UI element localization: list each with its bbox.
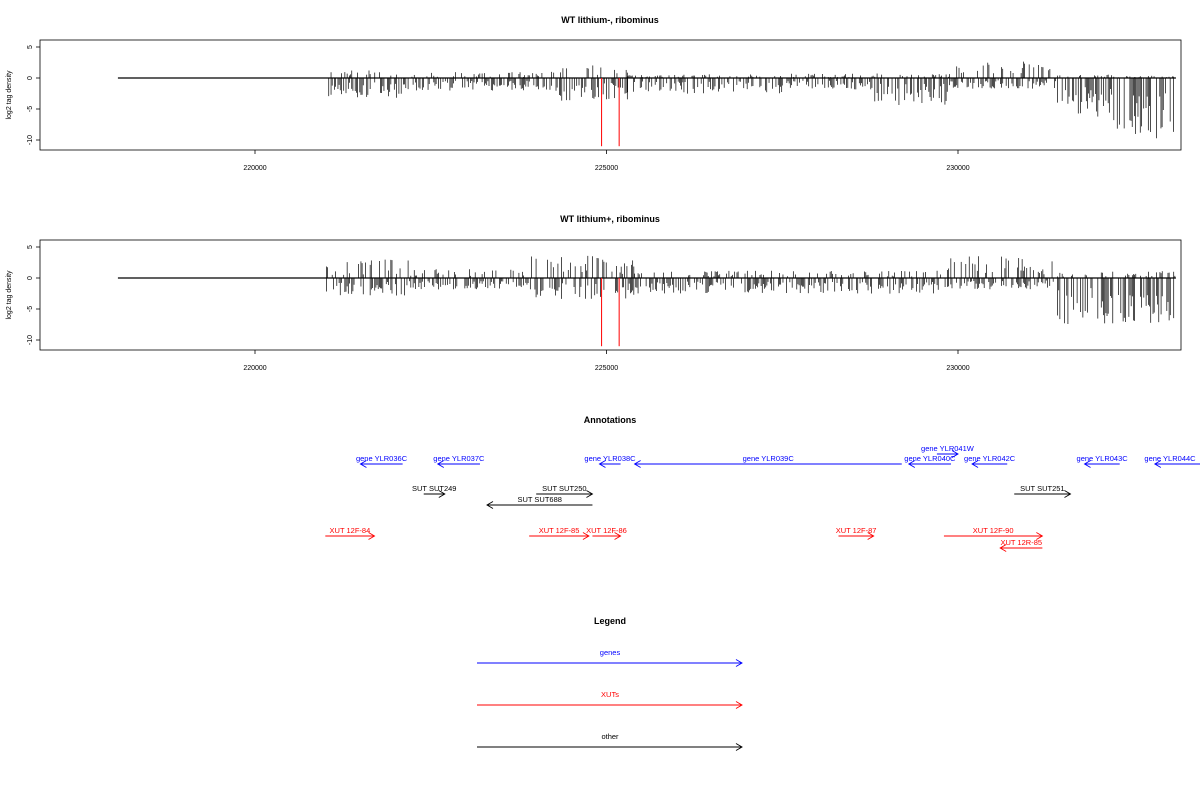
y-tick-label: 0	[27, 76, 34, 80]
feature-label: XUT 12F-87	[836, 526, 877, 535]
feature-arrow-head	[867, 532, 875, 540]
feature-label: SUT SUT250	[542, 484, 586, 493]
feature-gene-ylr039c: gene YLR039C	[633, 454, 902, 468]
feature-arrow-head	[586, 490, 594, 498]
feature-arrow-head	[907, 460, 916, 468]
feature-arrow-head	[1083, 460, 1091, 468]
feature-label: gene YLR043C	[1077, 454, 1129, 463]
feature-xut-12f-84: XUT 12F-84	[325, 526, 376, 540]
feature-gene-ylr044c: gene YLR044C	[1144, 454, 1200, 468]
feature-label: XUT 12F-84	[330, 526, 371, 535]
feature-arrow-head	[633, 460, 641, 468]
x-tick-label: 225000	[595, 165, 618, 172]
feature-label: XUT 12R-85	[1000, 538, 1042, 547]
y-axis-label: log2 tag density	[6, 270, 13, 320]
feature-sut-sut250: SUT SUT250	[536, 484, 594, 498]
feature-arrow-head	[368, 532, 376, 540]
panel-title: WT lithium-, ribominus	[561, 15, 659, 25]
feature-xut-12r-85: XUT 12R-85	[999, 538, 1043, 552]
annotations-title: Annotations	[584, 415, 637, 425]
feature-arrow-head	[614, 532, 622, 540]
feature-label: gene YLR037C	[433, 454, 485, 463]
feature-arrow-head	[971, 460, 979, 468]
y-tick-label: 5	[27, 245, 34, 249]
feature-arrow-head	[359, 460, 367, 468]
feature-label: SUT SUT251	[1020, 484, 1064, 493]
feature-arrow-head	[598, 460, 606, 468]
feature-gene-ylr037c: gene YLR037C	[433, 454, 485, 468]
feature-xut-12f-90: XUT 12F-90	[943, 526, 1044, 540]
feature-arrow-head	[438, 490, 446, 498]
y-tick-label: -5	[27, 106, 34, 112]
feature-sut-sut249: SUT SUT249	[412, 484, 456, 498]
feature-label: gene YLR042C	[964, 454, 1016, 463]
legend-item-genes: genes	[477, 648, 743, 667]
x-tick-label: 230000	[946, 365, 969, 372]
legend-arrow-head	[735, 701, 743, 709]
legend-arrow-head	[735, 743, 743, 751]
feature-gene-ylr041w: gene YLR041W	[921, 444, 975, 458]
y-tick-label: -5	[27, 306, 34, 312]
feature-arrow-head	[951, 450, 959, 458]
feature-arrow-head	[436, 460, 445, 468]
y-tick-label: 5	[27, 45, 34, 49]
feature-arrow-head	[582, 532, 590, 540]
feature-label: gene YLR038C	[584, 454, 636, 463]
feature-gene-ylr042c: gene YLR042C	[964, 454, 1016, 468]
feature-arrow-head	[1036, 532, 1044, 540]
feature-label: gene YLR041W	[921, 444, 975, 453]
feature-label: XUT 12F-90	[973, 526, 1014, 535]
legend-panel: Legend genes XUTs other	[477, 616, 743, 751]
y-tick-label: 0	[27, 276, 34, 280]
y-tick-label: -10	[27, 335, 34, 345]
legend-item-other: other	[477, 732, 743, 751]
annotations-panel: Annotations gene YLR036C gene YLR037C gene…	[325, 415, 1200, 552]
x-tick-label: 230000	[946, 165, 969, 172]
feature-arrow-head	[1064, 490, 1072, 498]
plot-frame	[39, 39, 1182, 151]
x-tick-label: 220000	[243, 165, 266, 172]
y-tick-label: -10	[27, 135, 34, 145]
feature-label: gene YLR039C	[743, 454, 795, 463]
feature-sut-sut688: SUT SUT688	[486, 495, 593, 509]
plot-frame	[39, 239, 1182, 351]
legend-item-xuts: XUTs	[477, 690, 743, 709]
feature-sut-sut251: SUT SUT251	[1014, 484, 1072, 498]
feature-label: XUT 12F-85	[539, 526, 580, 535]
legend-label: XUTs	[601, 690, 619, 699]
feature-label: XUT 12F-86	[586, 526, 627, 535]
legend-arrow-head	[735, 659, 743, 667]
feature-gene-ylr040c: gene YLR040C	[904, 454, 956, 468]
signal-panel-lithium-plus: WT lithium+, ribominus log2 tag density …	[6, 214, 1182, 372]
feature-label: gene YLR040C	[904, 454, 956, 463]
feature-label: gene YLR044C	[1144, 454, 1196, 463]
signal-panel-lithium-minus: WT lithium-, ribominus log2 tag density …	[6, 15, 1182, 172]
feature-label: SUT SUT249	[412, 484, 456, 493]
feature-gene-ylr038c: gene YLR038C	[584, 454, 636, 468]
legend-label: genes	[600, 648, 621, 657]
feature-label: SUT SUT688	[517, 495, 561, 504]
feature-arrow-head	[1153, 460, 1162, 468]
legend-label: other	[601, 732, 619, 741]
feature-xut-12f-87: XUT 12F-87	[836, 526, 877, 540]
feature-arrow-head	[486, 501, 494, 509]
feature-arrow-head	[999, 544, 1007, 552]
legend-title: Legend	[594, 616, 626, 626]
feature-xut-12f-85: XUT 12F-85	[529, 526, 590, 540]
x-tick-label: 225000	[595, 365, 618, 372]
x-tick-label: 220000	[243, 365, 266, 372]
feature-gene-ylr036c: gene YLR036C	[356, 454, 408, 468]
panel-title: WT lithium+, ribominus	[560, 214, 660, 224]
feature-gene-ylr043c: gene YLR043C	[1077, 454, 1129, 468]
y-axis-label: log2 tag density	[6, 70, 13, 120]
feature-label: gene YLR036C	[356, 454, 408, 463]
feature-xut-12f-86: XUT 12F-86	[586, 526, 627, 540]
